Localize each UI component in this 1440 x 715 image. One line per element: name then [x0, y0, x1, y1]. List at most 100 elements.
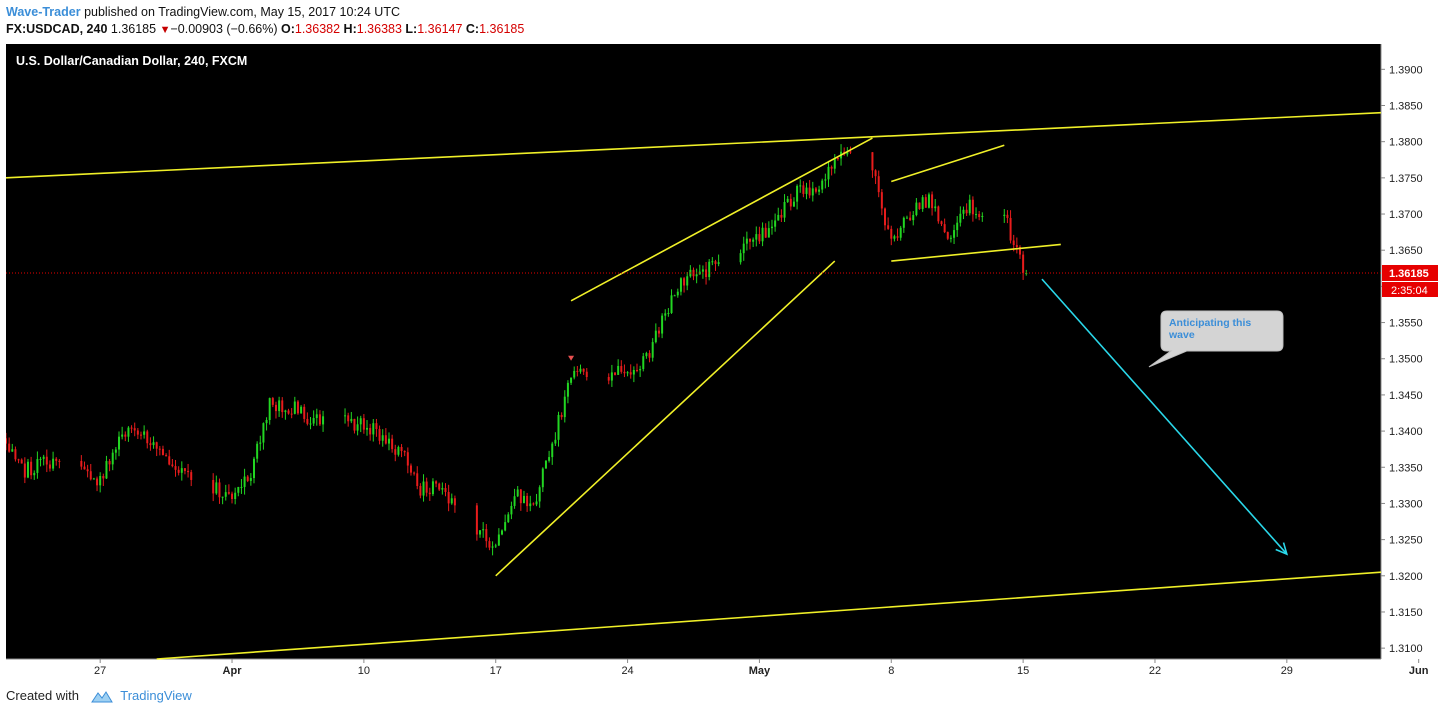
candle-body-down — [1012, 240, 1015, 246]
candle-body-down — [108, 461, 111, 465]
candle-body-up — [265, 419, 268, 424]
candle-body-down — [890, 228, 893, 239]
candle-body-down — [849, 151, 852, 153]
candle-body-up — [111, 452, 114, 465]
candle-body-down — [877, 176, 880, 193]
candle-body-down — [802, 185, 805, 194]
candle-body-up — [821, 180, 824, 190]
candle-body-down — [23, 463, 26, 478]
candle-body-up — [152, 442, 155, 446]
candle-body-down — [475, 505, 478, 535]
candle-body-up — [92, 478, 95, 480]
author-link[interactable]: Wave-Trader — [6, 5, 81, 19]
candle-body-down — [149, 443, 152, 446]
candle-body-down — [5, 438, 7, 444]
time-tick-label: 27 — [94, 665, 106, 677]
candle-body-up — [284, 410, 287, 413]
candle-body-down — [171, 464, 174, 467]
candle-body-up — [397, 447, 400, 455]
time-tick-label: May — [749, 665, 771, 677]
candle-body-down — [705, 269, 708, 278]
candle-body-down — [808, 187, 811, 196]
candle-body-up — [312, 418, 315, 424]
candle-body-up — [767, 228, 770, 238]
candle-body-up — [717, 262, 720, 264]
candle-body-down — [830, 166, 833, 169]
candle-body-down — [1006, 214, 1009, 218]
candle-body-down — [80, 460, 83, 467]
tradingview-link[interactable]: TradingView — [120, 688, 192, 703]
candle-body-up — [632, 370, 635, 375]
candle-body-up — [344, 415, 347, 417]
candle-body-up — [522, 495, 525, 504]
candle-body-down — [136, 430, 139, 435]
candle-body-up — [497, 534, 500, 546]
candle-body-up — [359, 418, 362, 425]
candle-body-down — [419, 485, 422, 496]
forecast-arrow-line — [1041, 278, 1288, 555]
candle-body-up — [513, 496, 516, 506]
open-value: 1.36382 — [294, 22, 341, 36]
candle-body-up — [249, 478, 252, 481]
candle-body-down — [896, 236, 899, 238]
candle-body-down — [444, 488, 447, 492]
candle-body-up — [752, 239, 755, 242]
candle-body-up — [755, 234, 758, 240]
candle-body-down — [560, 414, 563, 418]
last-price-label: 1.36185 — [1389, 268, 1429, 280]
time-tick-label: 29 — [1281, 665, 1293, 677]
candle-body-down — [146, 431, 149, 444]
candle-body-up — [26, 461, 29, 478]
candle-body-up — [959, 213, 962, 223]
candle-body-up — [11, 449, 14, 452]
candle-body-down — [880, 192, 883, 209]
candle-body-up — [676, 291, 679, 296]
price-axis-background — [1381, 44, 1438, 659]
candle-body-down — [648, 353, 651, 358]
time-tick-label: 22 — [1149, 665, 1161, 677]
trend-line — [495, 260, 836, 577]
candle-body-up — [504, 522, 507, 531]
price-chart[interactable]: U.S. Dollar/Canadian Dollar, 240, FXCM 1… — [5, 44, 1438, 680]
candle-body-down — [488, 541, 491, 548]
candle-body-up — [579, 368, 582, 372]
chart-container[interactable]: U.S. Dollar/Canadian Dollar, 240, FXCM 1… — [5, 44, 1438, 680]
candle-body-up — [479, 530, 482, 535]
candle-body-down — [1015, 245, 1018, 248]
candle-body-up — [642, 356, 645, 370]
candle-body-down — [30, 461, 33, 476]
trend-line — [891, 243, 1061, 262]
candle-body-down — [918, 202, 921, 210]
candle-body-up — [118, 436, 121, 450]
candle-body-up — [786, 198, 789, 202]
candle-body-down — [764, 227, 767, 238]
candle-body-down — [83, 466, 86, 470]
candle-body-down — [749, 238, 752, 242]
candle-body-up — [450, 498, 453, 504]
candle-body-up — [366, 427, 369, 430]
low-label: L: — [405, 22, 418, 36]
candle-body-up — [846, 151, 849, 155]
candle-body-down — [168, 456, 171, 465]
candle-body-up — [215, 482, 218, 494]
created-with-label: Created with — [6, 688, 79, 703]
candle-body-up — [610, 372, 613, 381]
candle-body-up — [902, 217, 905, 228]
plot-background — [6, 44, 1381, 659]
candle-body-up — [240, 486, 243, 488]
candle-body-down — [369, 427, 372, 435]
candle-body-down — [946, 232, 949, 239]
candle-body-up — [422, 481, 425, 496]
candle-body-up — [792, 201, 795, 207]
candle-body-up — [811, 188, 814, 196]
candle-body-down — [14, 449, 17, 460]
candle-body-down — [532, 503, 535, 505]
candle-body-up — [783, 201, 786, 218]
candle-body-up — [356, 424, 359, 431]
trend-line — [5, 111, 1382, 179]
candle-body-down — [883, 208, 886, 226]
candle-body-down — [1018, 247, 1021, 255]
candle-body-down — [400, 447, 403, 452]
candle-body-down — [607, 376, 610, 381]
